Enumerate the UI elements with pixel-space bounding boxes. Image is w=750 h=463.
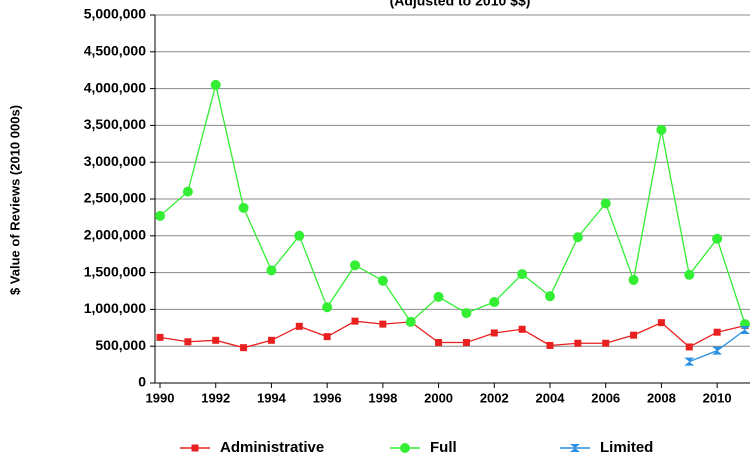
marker [294,230,305,241]
legend-label: Limited [600,439,653,456]
chart-subtitle: (Adjusted to 2010 $$) [390,0,531,9]
marker [600,198,611,209]
marker [184,338,192,346]
marker [461,308,472,319]
marker [684,357,695,366]
legend-marker [400,443,410,453]
marker [379,320,387,328]
y-tick-label: 4,500,000 [84,43,146,59]
marker [684,269,695,280]
marker [517,269,528,280]
series-line [159,84,746,325]
y-tick-label: 1,000,000 [84,300,146,316]
marker [267,336,275,344]
marker [518,325,526,333]
marker [155,210,166,221]
series-line [689,329,746,363]
y-tick-label: 3,500,000 [84,116,146,132]
marker [574,339,582,347]
marker [435,339,443,347]
marker [544,291,555,302]
marker [405,316,416,327]
marker [266,265,277,276]
marker [490,329,498,337]
x-tick-label: 1990 [146,390,175,405]
marker [602,339,610,347]
x-tick-label: 2002 [480,390,509,405]
marker [210,79,221,90]
marker [489,297,500,308]
y-tick-label: 500,000 [95,337,146,353]
x-tick-label: 1992 [201,390,230,405]
marker [351,317,359,325]
marker [238,202,249,213]
marker [462,339,470,347]
marker [350,260,361,271]
x-tick-label: 2000 [424,390,453,405]
marker [685,343,693,351]
x-tick-label: 2010 [703,390,732,405]
x-tick-label: 1994 [257,390,287,405]
marker [713,328,721,336]
marker [295,322,303,330]
series [155,79,750,330]
marker [657,319,665,327]
marker [739,326,750,335]
legend-label: Full [430,439,457,456]
marker [433,291,444,302]
y-tick-label: 1,500,000 [84,263,146,279]
marker [212,336,220,344]
legend-marker [191,444,199,452]
x-tick-label: 2008 [647,390,676,405]
marker [377,275,388,286]
marker [323,333,331,341]
y-tick-label: 2,000,000 [84,227,146,243]
y-tick-label: 0 [138,374,146,390]
marker [628,274,639,285]
marker [630,331,638,339]
x-tick-label: 2006 [591,390,620,405]
marker [322,302,333,313]
marker [546,341,554,349]
y-axis-label: $ Value of Reviews (2010 000s) [7,105,22,295]
marker [712,346,723,355]
x-tick-label: 1998 [368,390,397,405]
series-line [159,320,746,349]
marker [182,186,193,197]
marker [156,333,164,341]
legend-marker [570,444,580,452]
y-tick-label: 5,000,000 [84,6,146,22]
y-tick-label: 4,000,000 [84,79,146,95]
marker [712,233,723,244]
y-tick-label: 2,500,000 [84,190,146,206]
series [684,326,750,366]
marker [656,124,667,135]
x-tick-label: 1996 [313,390,342,405]
legend-label: Administrative [220,439,324,456]
x-tick-label: 2004 [536,390,566,405]
y-tick-label: 3,000,000 [84,153,146,169]
marker [240,344,248,352]
marker [572,232,583,243]
